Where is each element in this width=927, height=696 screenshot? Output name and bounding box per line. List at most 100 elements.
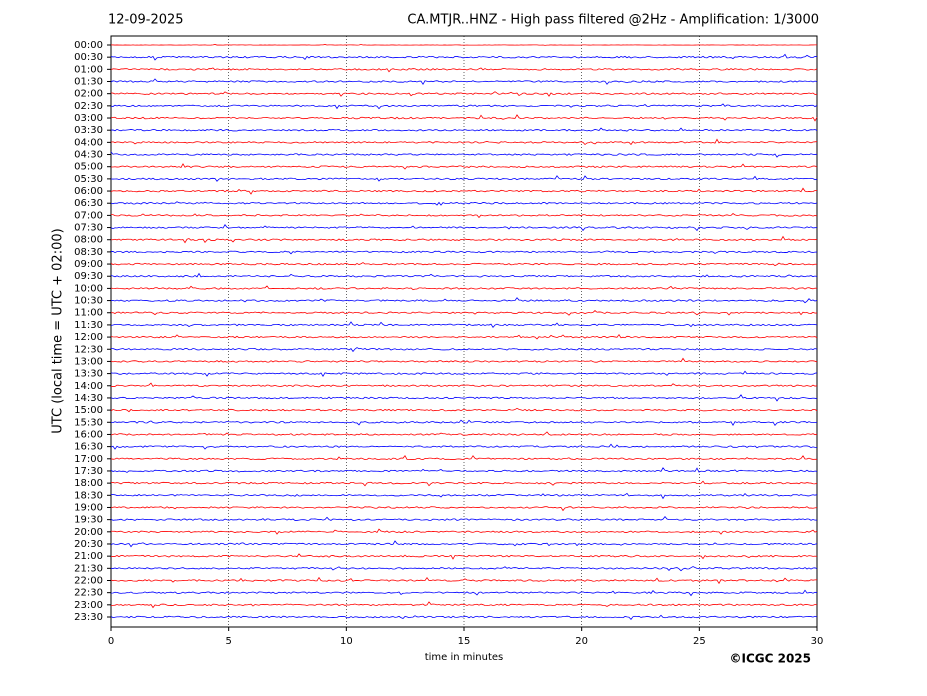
y-tick-label: 01:30	[74, 77, 103, 88]
y-tick-label: 19:00	[74, 502, 103, 513]
y-tick-label: 20:00	[74, 527, 103, 538]
y-tick-label: 23:30	[74, 612, 103, 623]
y-tick-label: 02:30	[74, 101, 103, 112]
y-tick-label: 14:30	[74, 393, 103, 404]
y-tick-label: 05:00	[74, 162, 103, 173]
trace	[110, 407, 818, 413]
y-tick-label: 07:30	[74, 223, 103, 234]
y-tick-label: 11:00	[74, 308, 103, 319]
chart-title: CA.MTJR..HNZ - High pass filtered @2Hz -…	[407, 13, 819, 28]
trace	[110, 467, 818, 473]
y-tick-label: 22:30	[74, 588, 103, 599]
trace	[110, 589, 818, 597]
y-tick-label: 06:00	[74, 186, 103, 197]
y-tick-label: 04:00	[74, 137, 103, 148]
x-tick-label: 5	[225, 636, 231, 647]
x-tick-label: 15	[458, 636, 471, 647]
y-tick-label: 15:00	[74, 405, 103, 416]
plot-frame	[110, 35, 818, 628]
y-tick-label: 21:00	[74, 551, 103, 562]
trace	[110, 321, 818, 329]
trace	[110, 492, 818, 500]
y-tick-label: 11:30	[74, 320, 103, 331]
y-tick-label: 03:00	[74, 113, 103, 124]
y-tick-label: 00:30	[74, 52, 103, 63]
credit: ©ICGC 2025	[729, 652, 811, 666]
trace	[110, 163, 818, 170]
x-axis-label: time in minutes	[425, 652, 504, 663]
trace	[110, 175, 818, 182]
trace	[110, 91, 818, 97]
trace	[110, 419, 818, 427]
x-tick-label: 25	[693, 636, 706, 647]
trace	[110, 382, 818, 388]
x-tick-label: 10	[340, 636, 353, 647]
trace	[110, 53, 818, 61]
trace	[110, 43, 818, 46]
y-tick-label: 07:00	[74, 210, 103, 221]
x-tick-label: 0	[108, 636, 114, 647]
y-tick-label: 18:00	[74, 478, 103, 489]
trace	[110, 151, 818, 158]
y-tick-label: 03:30	[74, 125, 103, 136]
trace	[110, 114, 818, 122]
y-tick-label: 18:30	[74, 490, 103, 501]
y-tick-label: 23:00	[74, 600, 103, 611]
trace	[110, 297, 818, 304]
y-tick-label: 21:30	[74, 563, 103, 574]
y-tick-label: 12:00	[74, 332, 103, 343]
trace	[110, 262, 818, 267]
trace	[110, 357, 818, 363]
y-tick-label: 08:00	[74, 235, 103, 246]
y-tick-label: 02:00	[74, 89, 103, 100]
trace	[110, 333, 818, 340]
y-tick-label: 05:30	[74, 174, 103, 185]
trace	[110, 250, 818, 255]
trace	[110, 224, 818, 232]
trace	[110, 213, 818, 219]
y-tick-label: 16:30	[74, 442, 103, 453]
trace	[110, 506, 818, 512]
trace	[110, 614, 818, 620]
trace	[110, 201, 818, 206]
trace	[110, 235, 818, 244]
trace	[110, 516, 818, 521]
trace	[110, 272, 818, 278]
x-tick-label: 20	[575, 636, 588, 647]
y-tick-label: 08:30	[74, 247, 103, 258]
trace	[110, 394, 818, 402]
y-tick-label: 14:00	[74, 381, 103, 392]
y-tick-label: 16:00	[74, 429, 103, 440]
trace	[110, 576, 818, 585]
trace	[110, 370, 818, 378]
trace	[110, 540, 818, 548]
y-tick-label: 00:00	[74, 40, 103, 51]
x-tick-label: 30	[811, 636, 824, 647]
date-title: 12-09-2025	[108, 13, 184, 28]
y-tick-label: 17:00	[74, 454, 103, 465]
trace	[110, 138, 818, 146]
trace	[110, 455, 818, 461]
y-tick-label: 20:30	[74, 539, 103, 550]
trace	[110, 431, 818, 436]
y-tick-label: 10:00	[74, 283, 103, 294]
y-tick-label: 17:30	[74, 466, 103, 477]
y-tick-label: 22:00	[74, 575, 103, 586]
trace	[110, 480, 818, 487]
y-tick-label: 04:30	[74, 150, 103, 161]
trace	[110, 566, 818, 572]
trace	[110, 528, 818, 535]
trace	[110, 553, 818, 560]
y-tick-label: 06:30	[74, 198, 103, 209]
y-tick-label: 01:00	[74, 64, 103, 75]
trace	[110, 285, 818, 291]
trace	[110, 103, 818, 110]
trace	[110, 443, 818, 450]
y-tick-label: 13:30	[74, 369, 103, 380]
y-tick-label: 13:00	[74, 356, 103, 367]
trace	[110, 310, 818, 316]
y-tick-label: 19:30	[74, 515, 103, 526]
trace	[110, 187, 818, 195]
trace	[110, 601, 818, 609]
